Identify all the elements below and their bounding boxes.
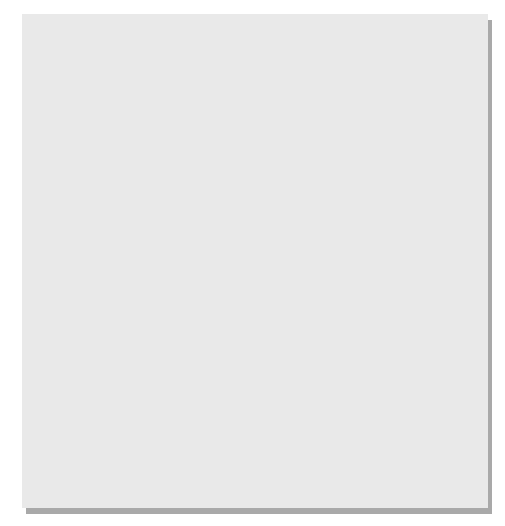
diagram-svg (22, 14, 488, 508)
card (22, 14, 488, 508)
